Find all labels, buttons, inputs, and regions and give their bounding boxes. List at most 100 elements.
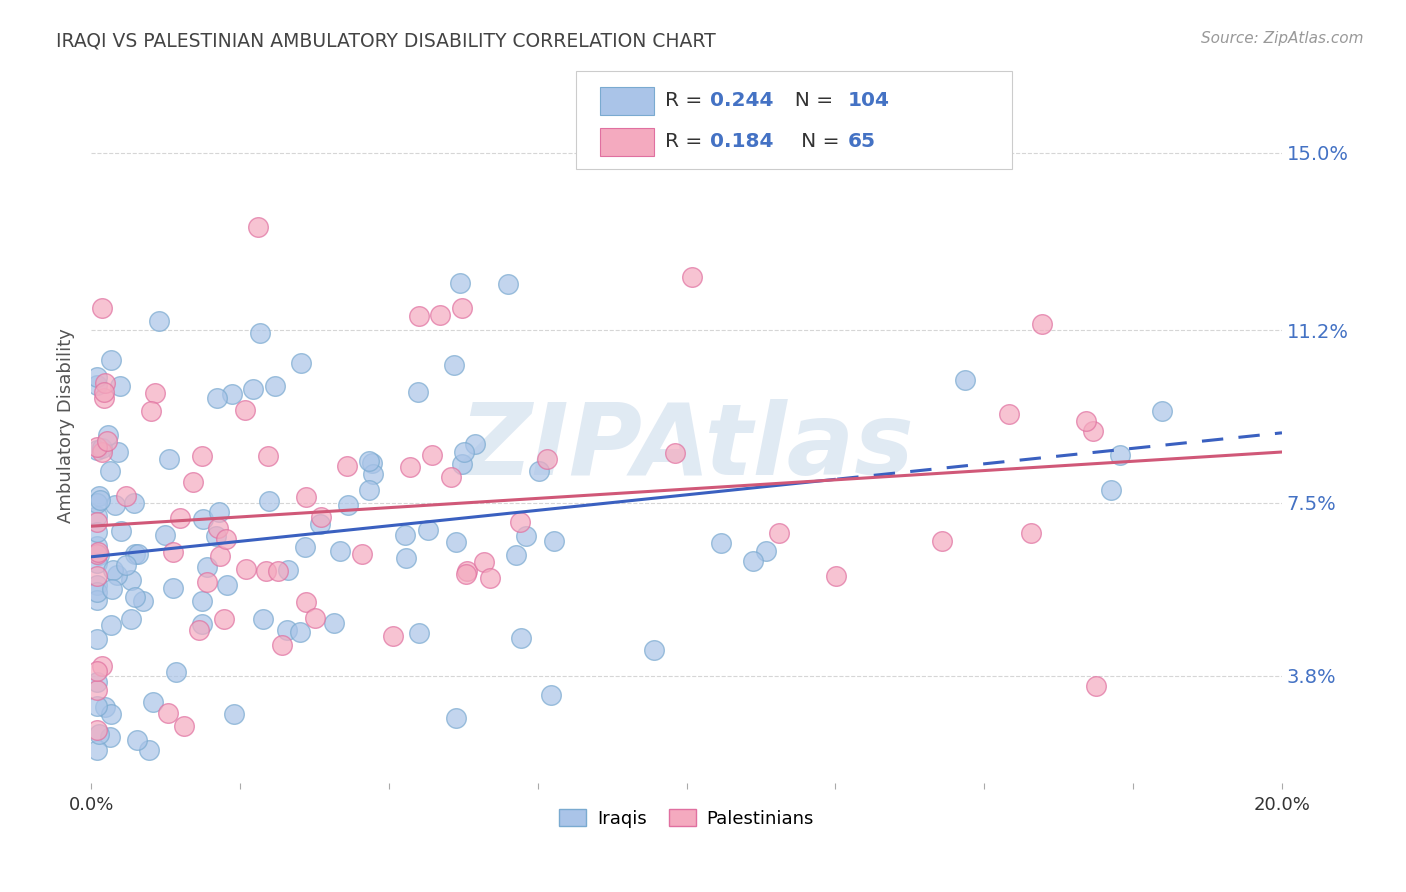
- Point: [91, 301, 114, 315]
- Point: [86, 664, 108, 678]
- Point: [527, 464, 550, 478]
- Point: [162, 545, 184, 559]
- Point: [86, 585, 108, 599]
- Point: [510, 631, 533, 645]
- Point: [295, 595, 318, 609]
- Point: [86, 539, 108, 553]
- Point: [209, 549, 232, 563]
- Text: R =: R =: [665, 91, 709, 111]
- Point: [931, 534, 953, 549]
- Point: [207, 391, 229, 405]
- Text: R =: R =: [665, 132, 709, 152]
- Point: [454, 567, 477, 582]
- Point: [120, 573, 142, 587]
- Point: [359, 483, 381, 498]
- Point: [246, 220, 269, 235]
- Point: [181, 475, 204, 489]
- Point: [505, 548, 527, 562]
- Point: [93, 384, 115, 399]
- Point: [114, 489, 136, 503]
- Point: [86, 377, 108, 392]
- Point: [742, 553, 765, 567]
- Text: N =: N =: [782, 132, 845, 152]
- Point: [643, 642, 665, 657]
- Point: [101, 563, 124, 577]
- Point: [768, 525, 790, 540]
- Point: [86, 683, 108, 698]
- Point: [444, 710, 467, 724]
- Point: [104, 498, 127, 512]
- Point: [1109, 448, 1132, 462]
- Point: [249, 326, 271, 341]
- Point: [1083, 424, 1105, 438]
- Point: [173, 719, 195, 733]
- Point: [1084, 680, 1107, 694]
- Point: [131, 594, 153, 608]
- Point: [86, 443, 108, 458]
- Point: [710, 536, 733, 550]
- Point: [998, 407, 1021, 421]
- Point: [100, 353, 122, 368]
- Point: [124, 590, 146, 604]
- Point: [399, 459, 422, 474]
- Point: [110, 379, 132, 393]
- Point: [87, 548, 110, 562]
- Point: [464, 437, 486, 451]
- Point: [304, 610, 326, 624]
- Point: [98, 730, 121, 744]
- Point: [138, 743, 160, 757]
- Point: [208, 505, 231, 519]
- Point: [336, 459, 359, 474]
- Point: [294, 541, 316, 555]
- Point: [266, 564, 288, 578]
- Point: [122, 496, 145, 510]
- Point: [143, 386, 166, 401]
- Point: [337, 498, 360, 512]
- Text: 0.184: 0.184: [710, 132, 773, 152]
- Point: [242, 382, 264, 396]
- Point: [450, 457, 472, 471]
- Point: [257, 449, 280, 463]
- Point: [101, 582, 124, 596]
- Point: [86, 525, 108, 540]
- Point: [86, 556, 108, 570]
- Point: [89, 492, 111, 507]
- Point: [309, 510, 332, 524]
- Point: [120, 612, 142, 626]
- Point: [264, 378, 287, 392]
- Point: [93, 699, 115, 714]
- Point: [360, 456, 382, 470]
- Point: [97, 427, 120, 442]
- Point: [86, 496, 108, 510]
- Point: [110, 524, 132, 539]
- Point: [86, 698, 108, 713]
- Point: [498, 277, 520, 292]
- Point: [295, 490, 318, 504]
- Point: [157, 452, 180, 467]
- Point: [165, 665, 187, 679]
- Point: [191, 450, 214, 464]
- Point: [252, 612, 274, 626]
- Point: [395, 550, 418, 565]
- Point: [191, 616, 214, 631]
- Point: [408, 309, 430, 323]
- Point: [107, 444, 129, 458]
- Point: [195, 560, 218, 574]
- Point: [86, 440, 108, 454]
- Point: [93, 391, 115, 405]
- Text: Source: ZipAtlas.com: Source: ZipAtlas.com: [1201, 31, 1364, 46]
- Point: [100, 706, 122, 721]
- Point: [191, 512, 214, 526]
- Point: [1074, 414, 1097, 428]
- Point: [100, 464, 122, 478]
- Point: [418, 523, 440, 537]
- Point: [536, 451, 558, 466]
- Point: [86, 593, 108, 607]
- Point: [308, 517, 330, 532]
- Point: [233, 403, 256, 417]
- Point: [271, 638, 294, 652]
- Point: [350, 547, 373, 561]
- Point: [89, 726, 111, 740]
- Point: [408, 626, 430, 640]
- Point: [440, 470, 463, 484]
